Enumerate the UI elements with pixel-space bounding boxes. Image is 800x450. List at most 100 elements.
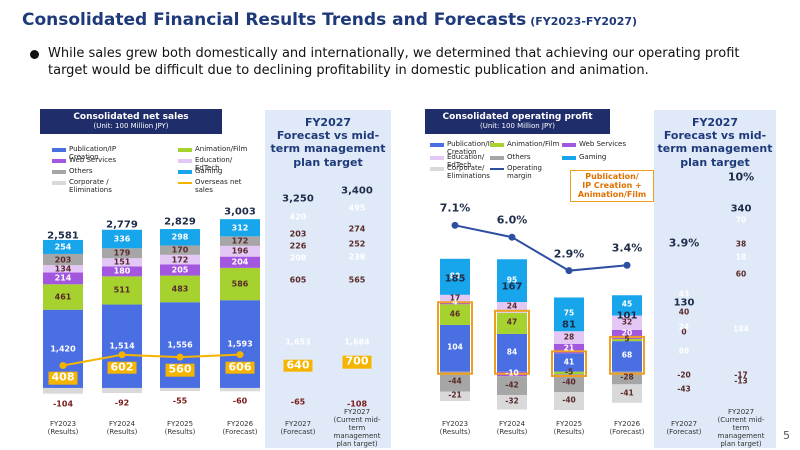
value-label: 95 bbox=[506, 275, 518, 285]
bar-segment bbox=[612, 315, 642, 330]
value-label: 1,514 bbox=[109, 341, 135, 351]
x-tick-label: FY2027 (Current mid-term management plan… bbox=[717, 407, 765, 449]
value-label: 170 bbox=[171, 245, 189, 255]
bar-segment bbox=[497, 259, 527, 302]
bar-segment bbox=[612, 338, 642, 342]
value-label: 70 bbox=[735, 215, 747, 225]
value-label: 180 bbox=[113, 266, 131, 276]
legend-label: Others bbox=[69, 167, 93, 175]
bar-segment bbox=[43, 272, 83, 285]
bar-segment bbox=[43, 284, 83, 310]
title-text: Consolidated Financial Results Trends an… bbox=[22, 10, 527, 30]
value-label: 226 bbox=[289, 241, 307, 251]
legend-label: Animation/Film bbox=[507, 140, 560, 148]
legend-item: Corporate / Eliminations bbox=[52, 178, 124, 194]
x-tick-label: FY2027 (Current mid-term management plan… bbox=[333, 407, 381, 449]
x-tick-label: FY2024 (Results) bbox=[496, 419, 528, 436]
highlight-box bbox=[609, 335, 645, 375]
value-label: 208 bbox=[289, 253, 307, 263]
bar-segment bbox=[102, 387, 142, 394]
x-tick-label: FY2023 (Results) bbox=[47, 419, 79, 436]
bar-segment bbox=[554, 371, 584, 374]
value-label: 196 bbox=[231, 246, 249, 256]
bar-segment bbox=[102, 276, 142, 305]
legend-label: Animation/Film bbox=[195, 145, 248, 153]
value-label: -43 bbox=[677, 385, 691, 395]
bar-segment bbox=[440, 391, 470, 401]
bar-segment bbox=[612, 329, 642, 339]
legend-label: Gaming bbox=[579, 153, 607, 161]
legend-item: Education/ EdTech bbox=[178, 156, 250, 172]
value-label: -28 bbox=[620, 372, 634, 382]
value-label: 21 bbox=[563, 343, 575, 353]
total-label: 3,400 bbox=[341, 184, 373, 196]
value-label: 151 bbox=[113, 257, 131, 267]
line-label: 2.9% bbox=[553, 247, 585, 261]
bar-segment bbox=[220, 245, 260, 257]
value-label: 84 bbox=[506, 347, 518, 357]
bar-segment bbox=[497, 376, 527, 396]
legend-label: Publication/IP Creation bbox=[447, 140, 495, 156]
legend-swatch bbox=[430, 143, 444, 147]
value-label: 1,653 bbox=[285, 337, 311, 347]
bar-segment bbox=[440, 304, 470, 325]
value-label: 274 bbox=[348, 224, 366, 234]
line-label: 700 bbox=[342, 355, 372, 369]
chart-title: Consolidated net sales bbox=[73, 112, 189, 122]
x-tick-label: FY2026 (Forecast) bbox=[609, 419, 645, 436]
bar-segment bbox=[497, 395, 527, 410]
legend-label: Web Services bbox=[69, 156, 117, 164]
x-tick-label: FY2025 (Results) bbox=[553, 419, 585, 436]
value-label: 511 bbox=[113, 285, 131, 295]
value-label: 254 bbox=[54, 242, 72, 252]
value-label: 420 bbox=[289, 212, 307, 222]
bar-segment bbox=[497, 312, 527, 334]
bar-segment bbox=[220, 256, 260, 268]
value-label: -32 bbox=[505, 397, 519, 407]
value-label: 586 bbox=[231, 279, 249, 289]
total-label: 3,250 bbox=[282, 193, 314, 205]
line-point bbox=[623, 261, 631, 269]
line-label: 602 bbox=[107, 361, 137, 375]
value-label: 172 bbox=[171, 254, 189, 264]
legend-item: Corporate/ Eliminations bbox=[430, 164, 502, 180]
line-point bbox=[508, 233, 516, 241]
legend-item: Animation/Film bbox=[178, 145, 250, 154]
legend-item: Publication/IP Creation bbox=[52, 145, 124, 161]
bar-segment bbox=[220, 267, 260, 301]
legend-swatch bbox=[490, 156, 504, 160]
value-label: 179 bbox=[113, 248, 131, 258]
legend-label: Web Services bbox=[579, 140, 627, 148]
bar-segment bbox=[102, 229, 142, 249]
value-label: 1,556 bbox=[167, 340, 193, 350]
bar-segment bbox=[440, 258, 470, 295]
bar-segment bbox=[220, 219, 260, 237]
legend-label: Gaming bbox=[195, 167, 223, 175]
legend-swatch bbox=[52, 159, 66, 163]
line-label: 408 bbox=[48, 371, 78, 385]
bar-segment bbox=[440, 294, 470, 303]
bar-segment bbox=[440, 302, 470, 305]
line-point bbox=[236, 351, 244, 359]
value-label: 483 bbox=[171, 284, 189, 294]
line-label: 640 bbox=[283, 359, 313, 373]
legend-swatch bbox=[178, 182, 192, 184]
legend-swatch bbox=[430, 167, 444, 171]
legend-item: Education/ EdTech bbox=[430, 153, 502, 169]
legend-label: Operating margin bbox=[507, 164, 542, 180]
value-label: 298 bbox=[171, 232, 189, 242]
legend-item: Web Services bbox=[562, 140, 634, 149]
bar-segment bbox=[160, 275, 200, 303]
legend-label: Publication/IP Creation bbox=[69, 145, 117, 161]
value-label: 20 bbox=[621, 329, 633, 339]
value-label: 32 bbox=[621, 317, 633, 327]
legend-swatch bbox=[178, 148, 192, 152]
value-label: 28 bbox=[563, 332, 575, 342]
x-tick-label: FY2025 (Results) bbox=[164, 419, 196, 436]
legend-label: Overseas net sales bbox=[195, 178, 242, 194]
value-label: -20 bbox=[677, 370, 691, 380]
value-label: 1,684 bbox=[344, 336, 370, 346]
legend-item: Web Services bbox=[52, 156, 124, 165]
legend-swatch bbox=[490, 168, 504, 170]
value-label: 312 bbox=[231, 223, 249, 233]
